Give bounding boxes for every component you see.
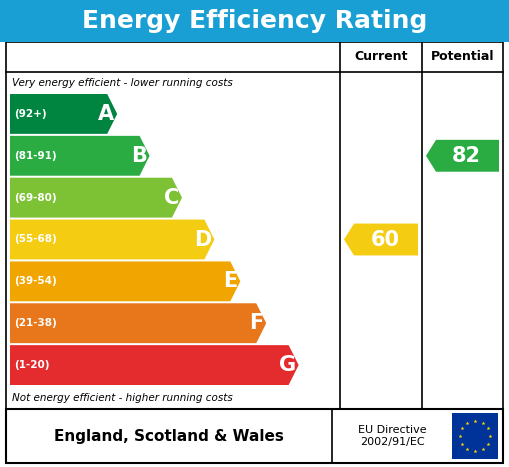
Text: E: E — [223, 271, 237, 291]
Text: C: C — [164, 188, 179, 208]
Text: D: D — [194, 229, 211, 249]
Bar — [0, 0, 509, 42]
Text: (21-38): (21-38) — [14, 318, 56, 328]
Text: Energy Efficiency Rating: Energy Efficiency Rating — [82, 9, 427, 33]
Bar — [6, 42, 503, 409]
Polygon shape — [10, 345, 299, 385]
Text: Very energy efficient - lower running costs: Very energy efficient - lower running co… — [12, 78, 233, 88]
Text: Not energy efficient - higher running costs: Not energy efficient - higher running co… — [12, 393, 233, 403]
Polygon shape — [10, 303, 266, 343]
Polygon shape — [10, 136, 150, 176]
Text: (1-20): (1-20) — [14, 360, 49, 370]
Text: England, Scotland & Wales: England, Scotland & Wales — [54, 429, 284, 444]
Polygon shape — [10, 262, 240, 301]
Text: (69-80): (69-80) — [14, 193, 56, 203]
Text: EU Directive
2002/91/EC: EU Directive 2002/91/EC — [358, 425, 427, 447]
Text: G: G — [278, 355, 296, 375]
Text: Current: Current — [354, 50, 408, 64]
Text: A: A — [98, 104, 114, 124]
Polygon shape — [426, 140, 499, 172]
Polygon shape — [344, 224, 418, 255]
Polygon shape — [10, 219, 214, 260]
Text: (39-54): (39-54) — [14, 276, 56, 286]
Text: 60: 60 — [371, 229, 400, 249]
Bar — [452, 413, 498, 459]
Text: (55-68): (55-68) — [14, 234, 56, 245]
Text: B: B — [131, 146, 147, 166]
Polygon shape — [10, 178, 182, 218]
Text: F: F — [249, 313, 263, 333]
Text: 82: 82 — [452, 146, 481, 166]
Polygon shape — [10, 94, 117, 134]
Text: (92+): (92+) — [14, 109, 47, 119]
Text: Potential: Potential — [431, 50, 494, 64]
Bar — [6, 409, 503, 463]
Text: (81-91): (81-91) — [14, 151, 56, 161]
